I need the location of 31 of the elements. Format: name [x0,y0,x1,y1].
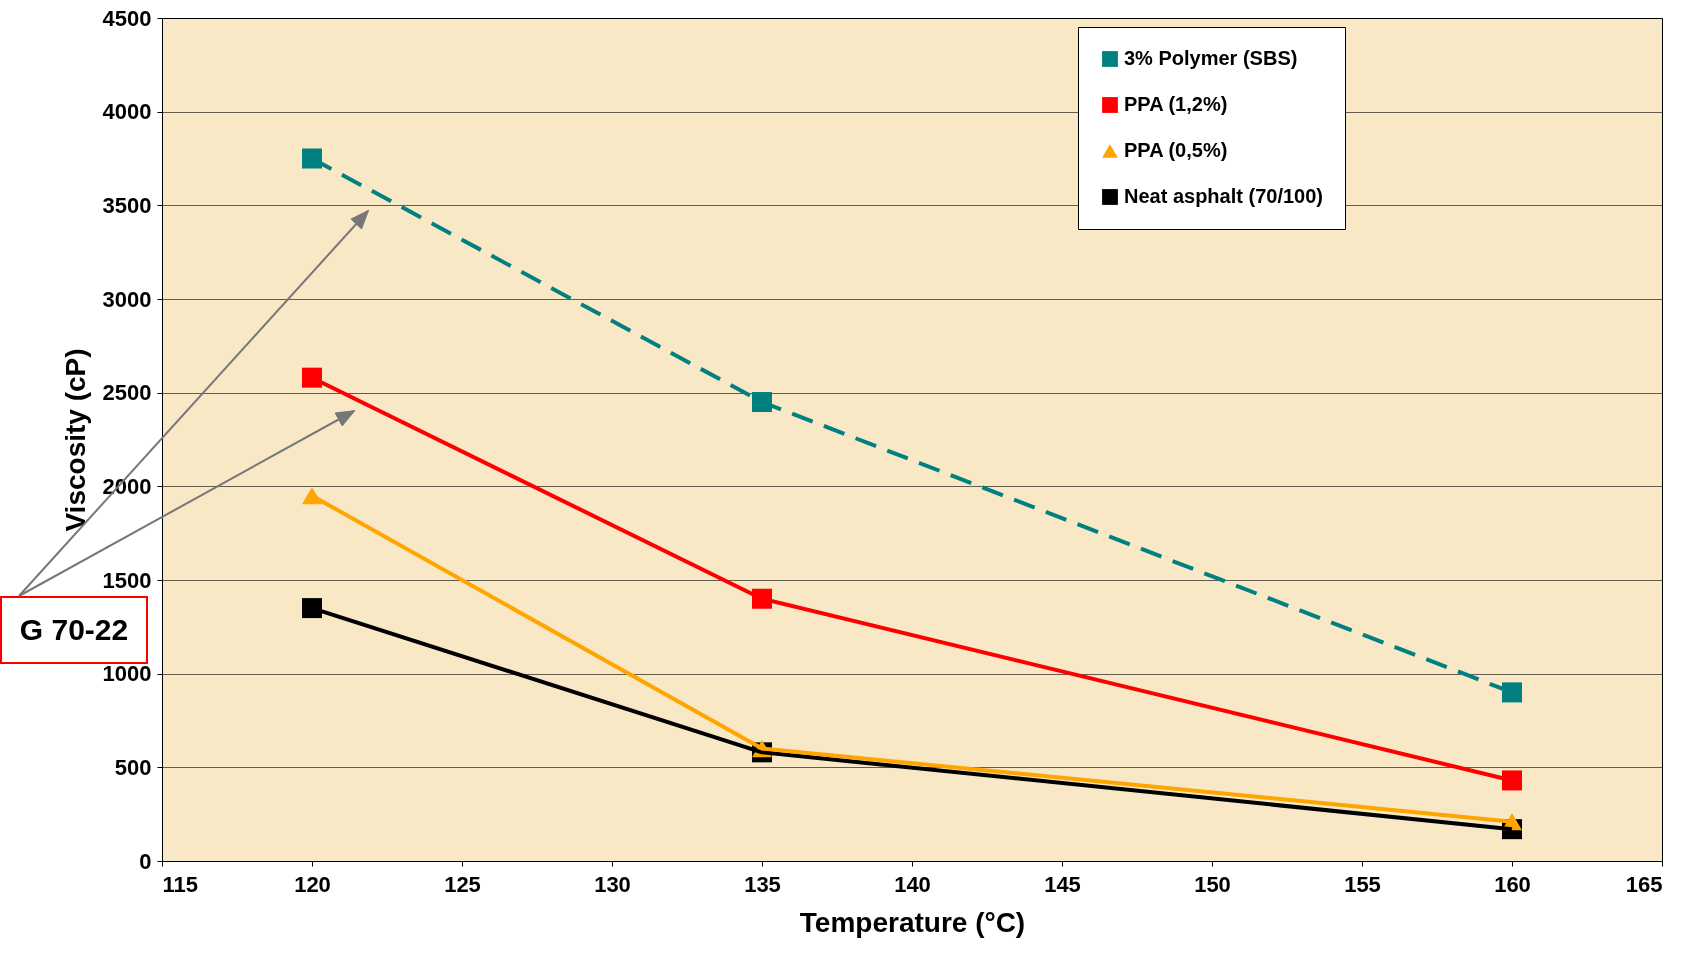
point [1502,770,1522,791]
x-tick-label: 160 [1494,871,1531,897]
x-tick-label: 130 [594,871,631,897]
legend-label: 3% Polymer (SBS) [1124,47,1298,69]
legend-label: Neat asphalt (70/100) [1124,185,1323,207]
y-tick-label: 2000 [102,473,152,499]
y-tick-label: 0 [139,848,152,874]
x-tick-label: 140 [894,871,931,897]
point [1502,682,1522,703]
legend-label: PPA (1,2%) [1124,93,1228,115]
y-tick-label: 4500 [102,5,152,31]
y-axis-title: Viscosity (cP) [59,348,91,532]
text: G 70-22 [19,613,129,646]
x-tick-label: 120 [294,871,331,897]
x-tick-label: 125 [444,871,481,897]
y-tick-label: 2500 [102,380,152,406]
x-tick-label: 135 [744,871,781,897]
y-tick-label: 4000 [102,99,152,125]
point [302,598,322,619]
y-tick-label: 500 [114,754,152,780]
y-tick-label: 3500 [102,192,152,218]
y-tick-label: 1500 [102,567,152,593]
x-tick-label: 145 [1044,871,1081,897]
x-axis-title: Temperature (°C) [799,906,1026,938]
x-tick-label: 155 [1344,871,1381,897]
x-tick-label: 150 [1194,871,1231,897]
legend-label: PPA (0,5%) [1124,139,1228,161]
x-tick-label: 165 [1625,871,1663,897]
y-tick-label: 1000 [102,661,152,687]
y-tick-label: 3000 [102,286,152,312]
x-tick-label: 115 [162,871,198,897]
